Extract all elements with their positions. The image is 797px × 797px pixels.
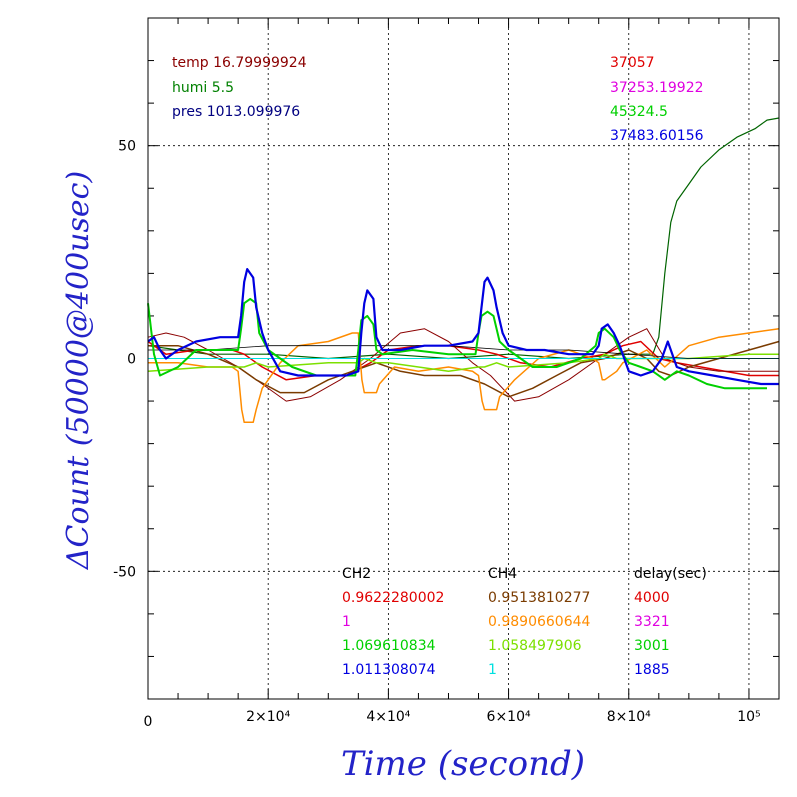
legend-ch2: CH2 0.9622280002 1 1.069610834 1.0113080… (342, 566, 444, 678)
right-value-green: 45324.5 (610, 104, 668, 120)
plot-frame (147, 17, 780, 700)
x-tick-label: 6×10⁴ (487, 709, 531, 725)
legend-delay-entry-1: 4000 (634, 590, 670, 606)
legend-ch4-entry-3: 1.058497906 (488, 638, 582, 654)
legend-ch2-entry-3: 1.069610834 (342, 638, 436, 654)
minor-ticks (147, 17, 780, 700)
legend-delay-entry-3: 3001 (634, 638, 670, 654)
y-tick-label: 50 (118, 139, 136, 155)
right-values: 37057 37253.19922 45324.5 37483.60156 (610, 55, 704, 144)
series-line-11 (147, 268, 779, 386)
x-tick-labels: 0 2×10⁴ 4×10⁴ 6×10⁴ 8×10⁴ 10⁵ (144, 709, 761, 730)
series-line-5 (148, 327, 780, 424)
right-value-blue: 37483.60156 (610, 128, 704, 144)
legend-ch4-entry-1: 0.9513810277 (488, 590, 590, 606)
legend-ch4-header: CH4 (488, 566, 517, 582)
series-line-10 (147, 297, 767, 390)
legend-delay-entry-4: 1885 (634, 662, 670, 678)
legend-delay-header: delay(sec) (634, 566, 707, 582)
x-tick-label: 4×10⁴ (366, 709, 410, 725)
legend-ch4-entry-2: 0.9890660644 (488, 614, 591, 630)
legend-delay: delay(sec) 4000 3321 3001 1885 (634, 566, 707, 678)
series-line-1 (147, 117, 780, 360)
y-axis-title: ΔCount (50000@400usec) (61, 171, 96, 570)
legend-ch2-entry-2: 1 (342, 614, 351, 630)
y-tick-labels: 50 0 -50 (113, 139, 136, 581)
x-tick-label: 0 (144, 714, 153, 730)
y-tick-label: 0 (127, 352, 136, 368)
env-readout: temp 16.79999924 humi 5.5 pres 1013.0999… (172, 55, 307, 120)
x-axis-title: Time (second) (341, 744, 585, 784)
legend-ch2-header: CH2 (342, 566, 371, 582)
right-value-red: 37057 (610, 55, 655, 71)
x-tick-label: 2×10⁴ (246, 709, 290, 725)
series-lines (147, 117, 780, 424)
env-pres: pres 1013.099976 (172, 104, 300, 120)
series-line-9 (148, 345, 779, 359)
legend-ch2-entry-1: 0.9622280002 (342, 590, 444, 606)
x-tick-label: 8×10⁴ (607, 709, 651, 725)
legend-ch4: CH4 0.9513810277 0.9890660644 1.05849790… (488, 566, 591, 678)
x-tick-label: 10⁵ (737, 709, 760, 725)
legend-ch2-entry-4: 1.011308074 (342, 662, 436, 678)
env-temp: temp 16.79999924 (172, 55, 307, 71)
series-line-4 (148, 340, 780, 398)
right-value-magenta: 37253.19922 (610, 80, 704, 96)
y-tick-label: -50 (113, 564, 136, 580)
legend-ch4-entry-4: 1 (488, 662, 497, 678)
legend-delay-entry-2: 3321 (634, 614, 670, 630)
env-humi: humi 5.5 (172, 80, 234, 96)
